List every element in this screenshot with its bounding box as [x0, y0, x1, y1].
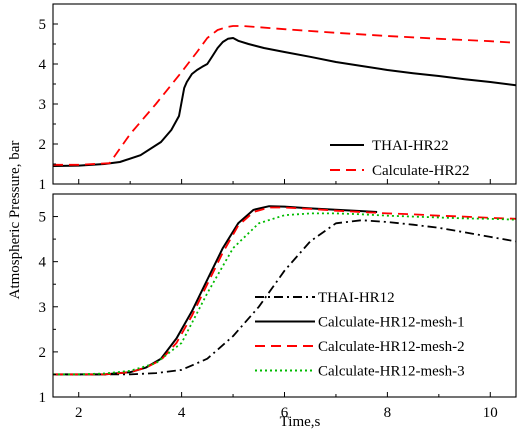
bottom-panel: 1 2 3 4 5 2 4 6 8 10 THAI-HR12 Calculate-HR12-mesh-… [39, 193, 517, 421]
y-tick-label: 3 [39, 300, 47, 316]
series-line-thai-hr12 [53, 219, 516, 376]
legend-label-thai-hr12: THAI-HR12 [318, 290, 395, 306]
y-tick-label: 3 [39, 97, 47, 113]
y-axis-label: Atmospheric Pressure, bar [7, 141, 23, 300]
x-tick-label: 10 [483, 405, 498, 421]
y-tick-label: 2 [39, 137, 47, 153]
series-line-calculate-hr22 [53, 25, 516, 166]
series-line-calculate-hr12-mesh-3 [53, 212, 516, 376]
x-axis-label: Time,s [280, 414, 321, 430]
legend-label-calculate-hr12-mesh-2: Calculate-HR12-mesh-2 [318, 339, 465, 355]
y-tick-label: 1 [39, 177, 47, 193]
series-line-calculate-hr12-mesh-2 [53, 206, 516, 376]
y-tick-label: 4 [39, 57, 47, 73]
legend-label-calculate-hr12-mesh-3: Calculate-HR12-mesh-3 [318, 364, 465, 380]
y-tick-label: 2 [39, 345, 47, 361]
plot-frame [52, 3, 517, 185]
y-tick-label: 1 [39, 390, 47, 406]
legend-label-calculate-hr22: Calculate-HR22 [372, 163, 469, 179]
legend-label-thai-hr22: THAI-HR22 [372, 138, 449, 154]
y-tick-label: 4 [39, 255, 47, 271]
x-tick-label: 8 [384, 405, 392, 421]
series-line-thai-hr22 [53, 37, 516, 167]
x-tick-label: 2 [75, 405, 83, 421]
y-tick-label: 5 [39, 210, 47, 226]
y-tick-label: 5 [39, 17, 47, 33]
top-panel: 1 2 3 4 5 THAI-HR22 Calculate-HR22 [39, 3, 517, 193]
x-tick-label: 6 [281, 405, 289, 421]
x-tick-label: 4 [178, 405, 186, 421]
legend-label-calculate-hr12-mesh-1: Calculate-HR12-mesh-1 [318, 315, 465, 331]
